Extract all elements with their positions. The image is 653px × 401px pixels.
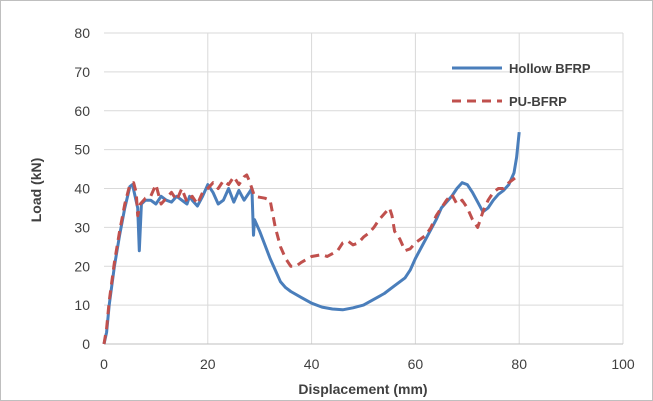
series-line-pu-bfrp — [102, 173, 521, 345]
series-layer — [102, 131, 521, 345]
series-line-hollow-bfrp — [102, 131, 521, 345]
y-axis-ticks: 0 10 20 30 40 50 60 70 80 — [74, 25, 90, 352]
legend-label-hollow-bfrp: Hollow BFRP — [509, 61, 591, 76]
y-tick-label: 50 — [74, 142, 90, 158]
x-tick-label: 0 — [100, 356, 108, 372]
legend: Hollow BFRP PU-BFRP — [452, 61, 591, 109]
x-axis-title: Displacement (mm) — [298, 381, 427, 397]
y-tick-label: 40 — [74, 181, 90, 197]
y-tick-label: 10 — [74, 297, 90, 313]
x-tick-label: 100 — [611, 356, 635, 372]
y-axis-title: Load (kN) — [28, 158, 44, 223]
x-axis-ticks: 0 20 40 60 80 100 — [100, 356, 635, 372]
y-tick-label: 30 — [74, 219, 90, 235]
y-tick-label: 60 — [74, 103, 90, 119]
x-tick-label: 80 — [511, 356, 527, 372]
x-tick-label: 40 — [304, 356, 320, 372]
x-tick-label: 20 — [200, 356, 216, 372]
y-tick-label: 0 — [82, 336, 90, 352]
y-tick-label: 70 — [74, 64, 90, 80]
y-tick-label: 20 — [74, 258, 90, 274]
legend-label-pu-bfrp: PU-BFRP — [509, 94, 567, 109]
y-tick-label: 80 — [74, 25, 90, 41]
gridlines — [104, 32, 624, 345]
x-tick-label: 60 — [408, 356, 424, 372]
